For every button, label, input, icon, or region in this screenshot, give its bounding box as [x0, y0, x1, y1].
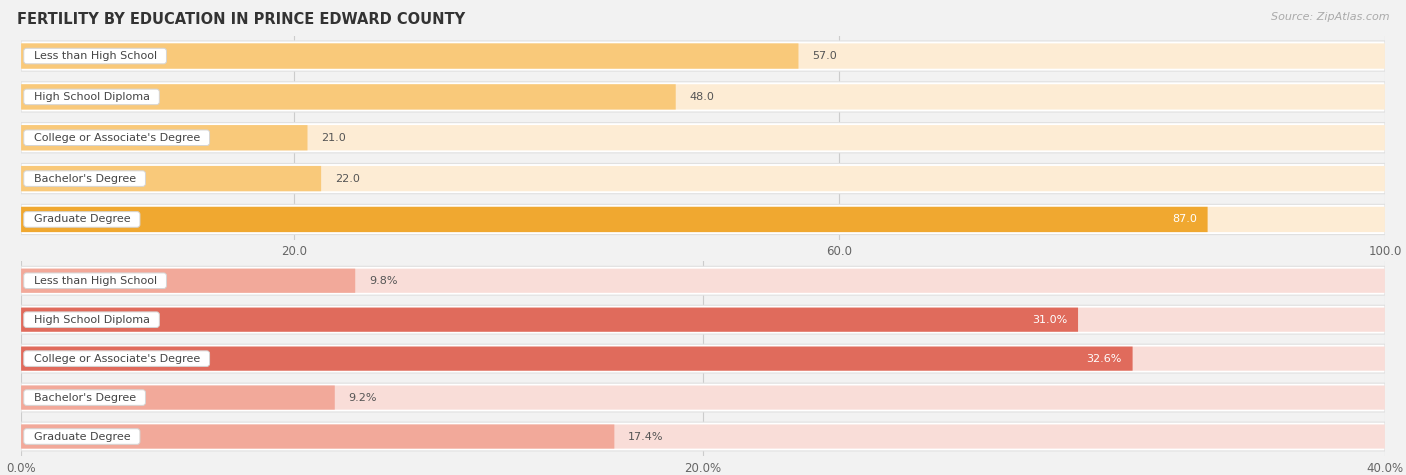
FancyBboxPatch shape: [21, 386, 335, 409]
FancyBboxPatch shape: [21, 269, 1385, 293]
FancyBboxPatch shape: [21, 84, 676, 110]
FancyBboxPatch shape: [21, 266, 1385, 295]
Text: Bachelor's Degree: Bachelor's Degree: [27, 392, 142, 403]
FancyBboxPatch shape: [21, 163, 1385, 194]
Text: Less than High School: Less than High School: [27, 51, 163, 61]
FancyBboxPatch shape: [21, 41, 1385, 71]
Text: 48.0: 48.0: [689, 92, 714, 102]
Text: College or Associate's Degree: College or Associate's Degree: [27, 133, 207, 143]
Text: 57.0: 57.0: [813, 51, 837, 61]
Text: 9.2%: 9.2%: [349, 392, 377, 403]
FancyBboxPatch shape: [21, 125, 1385, 151]
FancyBboxPatch shape: [21, 123, 1385, 153]
FancyBboxPatch shape: [21, 347, 1385, 370]
FancyBboxPatch shape: [21, 43, 799, 69]
FancyBboxPatch shape: [21, 425, 614, 448]
Text: 21.0: 21.0: [321, 133, 346, 143]
FancyBboxPatch shape: [21, 43, 1385, 69]
Text: 17.4%: 17.4%: [628, 431, 664, 442]
Text: 87.0: 87.0: [1171, 214, 1197, 225]
FancyBboxPatch shape: [21, 305, 1385, 334]
FancyBboxPatch shape: [21, 207, 1385, 232]
Text: 9.8%: 9.8%: [368, 276, 398, 286]
Text: Bachelor's Degree: Bachelor's Degree: [27, 173, 142, 184]
FancyBboxPatch shape: [21, 269, 356, 293]
FancyBboxPatch shape: [21, 84, 1385, 110]
FancyBboxPatch shape: [21, 422, 1385, 451]
FancyBboxPatch shape: [21, 204, 1385, 235]
Text: College or Associate's Degree: College or Associate's Degree: [27, 353, 207, 364]
Text: 31.0%: 31.0%: [1032, 314, 1067, 325]
FancyBboxPatch shape: [21, 82, 1385, 112]
Text: 22.0: 22.0: [335, 173, 360, 184]
Text: High School Diploma: High School Diploma: [27, 314, 156, 325]
Text: High School Diploma: High School Diploma: [27, 92, 156, 102]
FancyBboxPatch shape: [21, 347, 1133, 370]
Text: Less than High School: Less than High School: [27, 276, 163, 286]
Text: Source: ZipAtlas.com: Source: ZipAtlas.com: [1271, 12, 1389, 22]
FancyBboxPatch shape: [21, 125, 308, 151]
FancyBboxPatch shape: [21, 166, 1385, 191]
FancyBboxPatch shape: [21, 207, 1208, 232]
Text: 32.6%: 32.6%: [1087, 353, 1122, 364]
Text: FERTILITY BY EDUCATION IN PRINCE EDWARD COUNTY: FERTILITY BY EDUCATION IN PRINCE EDWARD …: [17, 12, 465, 27]
FancyBboxPatch shape: [21, 166, 321, 191]
FancyBboxPatch shape: [21, 425, 1385, 448]
Text: Graduate Degree: Graduate Degree: [27, 431, 138, 442]
FancyBboxPatch shape: [21, 383, 1385, 412]
FancyBboxPatch shape: [21, 386, 1385, 409]
FancyBboxPatch shape: [21, 308, 1078, 332]
Text: Graduate Degree: Graduate Degree: [27, 214, 138, 225]
FancyBboxPatch shape: [21, 308, 1385, 332]
FancyBboxPatch shape: [21, 344, 1385, 373]
